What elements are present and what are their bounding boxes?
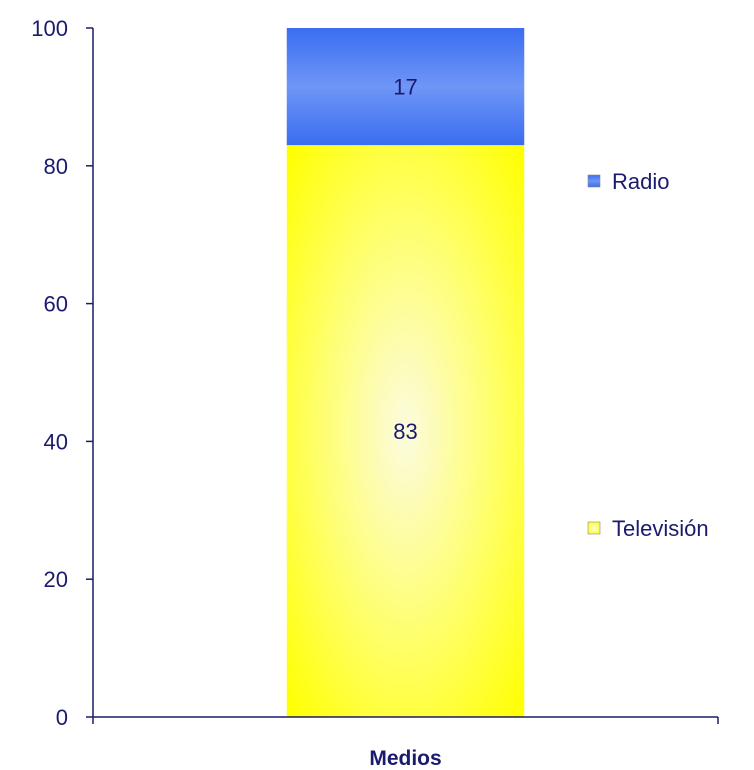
data-label-televisión: 83 [393, 419, 417, 444]
data-label-radio: 17 [393, 75, 417, 100]
y-tick-label: 100 [31, 16, 68, 41]
category-label: Medios [369, 747, 441, 770]
legend: Radio Televisión [587, 169, 709, 541]
y-tick-label: 0 [56, 705, 68, 730]
legend-swatch-televisión [587, 521, 601, 535]
bar-radio [286, 28, 525, 146]
y-tick-label: 80 [44, 154, 68, 179]
legend-swatch-radio [587, 174, 601, 188]
legend-label-radio: Radio [612, 169, 669, 194]
bar-televisión [286, 145, 525, 717]
y-tick-label: 60 [44, 292, 68, 317]
y-tick-label: 20 [44, 567, 68, 592]
plot-area: 83 17 Medios 0 20 40 60 80 100 [31, 16, 719, 770]
legend-label-televisión: Televisión [612, 516, 709, 541]
y-tick-label: 40 [44, 429, 68, 454]
